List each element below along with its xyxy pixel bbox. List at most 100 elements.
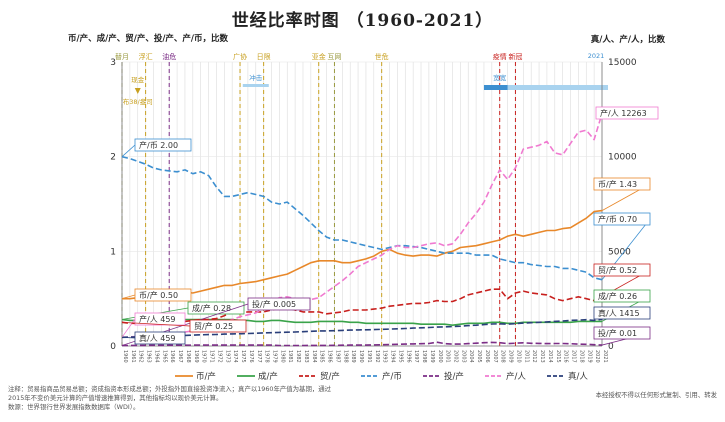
- x-tick-label: 1976: [248, 350, 254, 363]
- callout-line: [121, 318, 136, 338]
- right-tick-label: 15000: [608, 58, 637, 68]
- x-tick-label: 2019: [586, 350, 592, 363]
- callout-box: [593, 263, 651, 277]
- callout-box: [593, 326, 651, 340]
- callout-text: 产/币 0.70: [598, 214, 637, 224]
- annotation-label: 2021: [588, 52, 605, 60]
- event-label: 世危: [375, 52, 389, 61]
- right-tick-label: 5000: [608, 247, 631, 257]
- legend-label: 币/产: [196, 371, 216, 382]
- x-tick-label: 1965: [161, 350, 167, 363]
- callout-text: 真/人 459: [139, 333, 176, 343]
- series-line: [122, 341, 603, 347]
- x-tick-label: 1978: [264, 350, 270, 363]
- callout-line: [121, 294, 136, 300]
- x-tick-label: 1975: [240, 350, 246, 363]
- x-tick-label: 1999: [429, 350, 435, 363]
- x-tick-label: 2021: [602, 350, 608, 363]
- callout-line: [121, 336, 136, 339]
- x-tick-label: 1985: [319, 350, 325, 363]
- x-tick-label: 1968: [185, 350, 191, 363]
- note-line: 2015年不变价美元计算的产值增速推算得到，其他指标均以现价美元计算。: [8, 394, 223, 402]
- callout-box: [134, 331, 186, 345]
- callout-text: 投/产 0.01: [598, 328, 637, 338]
- x-tick-label: 1996: [405, 350, 411, 363]
- callout-box: [134, 138, 192, 152]
- x-tick-label: 2003: [460, 350, 466, 363]
- callout-box: [595, 106, 659, 120]
- series-labels: 产/币 2.00 币/产 0.50 成/产 0.28 投/产 0.005 产/人 459…: [121, 106, 659, 346]
- x-tick-label: 1979: [272, 350, 278, 363]
- callout-box: [134, 312, 186, 326]
- x-tick-label: 2018: [578, 350, 584, 363]
- x-tick-label: 1964: [153, 350, 159, 363]
- x-tick-label: 1963: [146, 350, 152, 363]
- event-label: 互网: [327, 53, 341, 61]
- x-tick-label: 1972: [216, 350, 222, 363]
- x-tick-label: 2010: [515, 350, 521, 363]
- legend-label: 投/产: [444, 371, 464, 382]
- callout-box: [593, 177, 651, 191]
- x-tick-label: 2004: [468, 350, 474, 363]
- x-tick-label: 1994: [390, 350, 396, 363]
- event-label: 疫情: [493, 52, 507, 61]
- x-tick-label: 1981: [287, 350, 293, 363]
- left-tick-label: 0: [110, 342, 116, 352]
- x-tick-label: 1961: [130, 350, 136, 363]
- legend-label: 真/人: [568, 371, 588, 382]
- right-tick-label: 0: [608, 342, 614, 352]
- right-tick-label: 10000: [608, 153, 637, 163]
- left-tick-label: 3: [110, 58, 116, 68]
- x-tick-label: 1991: [366, 350, 372, 363]
- series-line: [121, 318, 603, 339]
- callout-box: [593, 306, 651, 320]
- x-tick-label: 1969: [193, 350, 199, 363]
- x-tick-label: 1997: [413, 350, 419, 363]
- series-line: [121, 155, 603, 281]
- right-axis-title: 真/人、产/人，比数: [590, 35, 665, 45]
- x-tick-label: 1973: [224, 350, 230, 363]
- callout-box: [593, 289, 651, 303]
- annotation-bar: [483, 85, 608, 90]
- x-tick-label: 1966: [169, 350, 175, 363]
- x-tick-label: 2008: [500, 350, 506, 363]
- callout-text: 投/产 0.005: [252, 299, 296, 309]
- callout-box: [593, 212, 651, 226]
- x-tick-label: 1987: [334, 350, 340, 363]
- series-line: [121, 288, 603, 325]
- event-label: 日限: [257, 52, 271, 61]
- x-tick-label: 1977: [256, 350, 262, 363]
- annotation-label: 现金: [131, 75, 145, 84]
- x-tick-label: 2009: [508, 350, 514, 363]
- x-tick-label: 2002: [452, 350, 458, 363]
- x-tick-label: 2000: [437, 350, 443, 363]
- legend-label: 产/币: [382, 371, 402, 382]
- annotation-arrow: [134, 88, 141, 94]
- x-tick-label: 1970: [201, 350, 207, 363]
- x-tick-label: 1962: [138, 350, 144, 363]
- callout-text: 产/人 459: [139, 314, 176, 324]
- callout-text: 成/产 0.28: [192, 303, 231, 313]
- callout-text: 产/人 12263: [600, 108, 647, 118]
- x-tick-label: 2016: [563, 350, 569, 363]
- note-line: 注释：贸易指商品贸易总额；资成指资本形成总额；外投指外国直接投资净流入；真产以1…: [8, 385, 332, 393]
- callout-box: [247, 297, 311, 311]
- x-tick-label: 2014: [547, 350, 553, 363]
- event-label: 亚金: [312, 52, 326, 61]
- legend-label: 产/人: [506, 371, 526, 382]
- x-tick-label: 2013: [539, 350, 545, 363]
- annotation-label: 冲击: [249, 73, 263, 82]
- x-tick-label: 1967: [177, 350, 183, 363]
- callout-text: 币/产 1.43: [598, 179, 637, 189]
- legend-label: 贸/产: [320, 371, 340, 382]
- x-tick-label: 2017: [571, 350, 577, 363]
- series-line: [121, 113, 603, 339]
- callout-text: 贸/产 0.52: [598, 265, 637, 275]
- legend: 币/产 成/产 贸/产 产/币 投/产 产/人 真/人: [175, 371, 588, 382]
- copyright-notice: 本经授权不得以任何形式复制、引用、转发: [595, 391, 717, 399]
- annotation-label: 宽宽: [493, 73, 507, 82]
- annotation-bar: [483, 85, 508, 90]
- x-tick-label: 1971: [209, 350, 215, 363]
- event-label: 新冠: [508, 52, 522, 61]
